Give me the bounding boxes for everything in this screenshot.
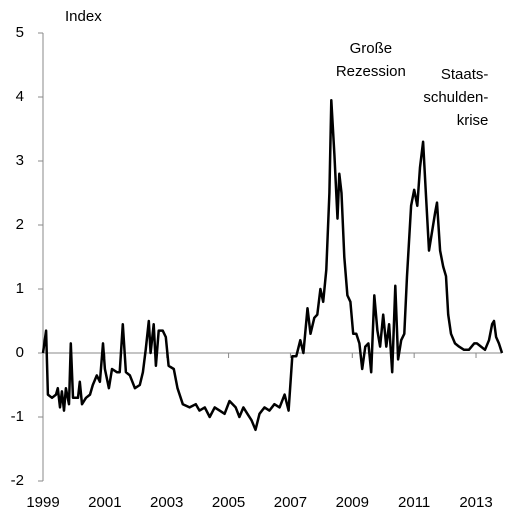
- x-tick-label: 2007: [274, 494, 307, 511]
- x-tick-label: 2013: [459, 494, 492, 511]
- y-tick-label: 2: [16, 216, 24, 233]
- annotation: Große: [350, 40, 393, 57]
- y-tick-label: 3: [16, 152, 24, 169]
- y-axis-label: Index: [65, 8, 102, 25]
- annotation: schulden-: [423, 89, 488, 106]
- y-tick-label: 1: [16, 280, 24, 297]
- x-tick-label: 2003: [150, 494, 183, 511]
- y-tick-label: 4: [16, 88, 24, 105]
- x-tick-label: 2009: [336, 494, 369, 511]
- x-tick-label: 1999: [26, 494, 59, 511]
- y-tick-label: 0: [16, 344, 24, 361]
- x-tick-label: 2005: [212, 494, 245, 511]
- annotation: Rezession: [336, 63, 406, 80]
- x-tick-label: 2001: [88, 494, 121, 511]
- y-tick-label: -1: [11, 408, 24, 425]
- y-tick-label: 5: [16, 24, 24, 41]
- x-tick-label: 2011: [398, 494, 430, 511]
- line-series: [41, 98, 504, 432]
- annotation: Staats-: [441, 66, 489, 83]
- y-tick-label: -2: [11, 472, 24, 489]
- annotation: krise: [457, 112, 489, 129]
